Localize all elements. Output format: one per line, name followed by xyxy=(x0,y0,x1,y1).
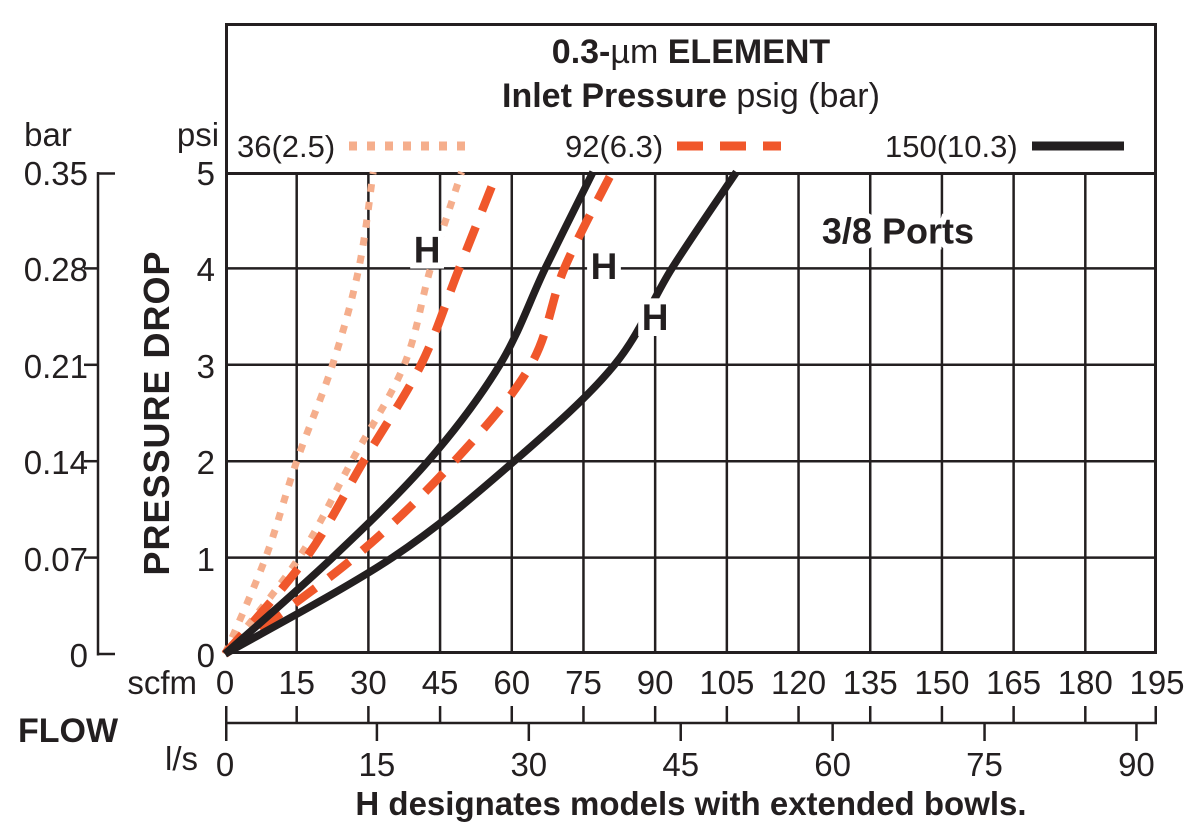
scfm-tick-label: 60 xyxy=(493,664,531,701)
psi-tick-label: 0 xyxy=(196,637,215,674)
plot-area: H HH3/8 Ports xyxy=(221,169,1157,658)
h-curve-label: H xyxy=(414,230,441,271)
scfm-tick-label: 75 xyxy=(565,664,602,701)
scfm-tick-label: 150 xyxy=(914,664,970,701)
y-axis-title: PRESSURE DROP xyxy=(136,250,177,576)
ls-tick-label: 15 xyxy=(358,746,396,783)
psi-axis-header: psi xyxy=(176,116,220,153)
bar-tick-label: 0.07 xyxy=(23,540,88,578)
scfm-tick-label: 0 xyxy=(215,664,235,701)
psi-tick-label: 2 xyxy=(196,444,215,482)
ls-tick-label: 30 xyxy=(510,746,548,783)
scfm-tick-label: 30 xyxy=(350,664,387,701)
curve-150103-std xyxy=(222,170,597,657)
scfm-tick-label: 15 xyxy=(278,664,316,701)
chart-frame: 0.3-µm ELEMENT Inlet Pressure psig (bar)… xyxy=(225,23,1157,654)
legend-item-label: 36(2.5) xyxy=(237,128,336,164)
scfm-tick-label: 90 xyxy=(636,664,674,701)
bar-tick-label: 0 xyxy=(69,637,88,674)
legend-item-label: 150(10.3) xyxy=(885,128,1018,164)
subtitle-rest: psig (bar) xyxy=(726,77,880,115)
legend-item-150103: 150(10.3) xyxy=(885,128,1124,164)
bar-tick-label: 0.28 xyxy=(23,251,88,289)
ls-tick-label: 90 xyxy=(1118,746,1155,783)
scfm-tick-label: 195 xyxy=(1129,664,1185,701)
ls-axis-header: l/s xyxy=(165,740,198,777)
legend-swatch-dashed xyxy=(677,141,782,151)
scfm-tick-label: 135 xyxy=(842,664,898,701)
curve-9263-H xyxy=(222,170,616,658)
h-curve-label: H xyxy=(591,246,618,287)
title-mu: µm xyxy=(610,33,659,71)
chart-subtitle: Inlet Pressure psig (bar) xyxy=(228,77,1154,115)
subtitle-bold: Inlet Pressure xyxy=(502,77,727,115)
ls-tick-label: 0 xyxy=(215,746,235,783)
scfm-tick-label: 180 xyxy=(1057,664,1113,701)
flow-axis-label: FLOW xyxy=(18,712,119,750)
h-curve-label: H xyxy=(642,297,669,338)
curve-3625-std xyxy=(221,171,377,656)
bar-tick-label: 0.35 xyxy=(23,155,88,192)
legend-swatch-dotted xyxy=(349,141,466,151)
legend-item-9263: 92(6.3) xyxy=(565,128,782,164)
curve-3625-H xyxy=(222,170,465,657)
scfm-tick-label: 120 xyxy=(771,664,827,701)
title-part2: ELEMENT xyxy=(658,33,831,71)
curve-150103-H xyxy=(223,169,740,658)
scfm-axis-header: scfm xyxy=(127,664,197,701)
curve-9263-std xyxy=(221,170,502,657)
scfm-tick-label: 165 xyxy=(986,664,1042,701)
psi-tick-label: 4 xyxy=(196,251,215,289)
ls-tick-label: 60 xyxy=(814,746,851,783)
ports-label: 3/8 Ports xyxy=(822,210,974,251)
ls-tick-label: 75 xyxy=(966,746,1003,783)
psi-tick-label: 3 xyxy=(196,347,215,385)
scfm-tick-label: 105 xyxy=(699,664,755,701)
scfm-tick-label: 45 xyxy=(421,664,459,701)
bar-axis-bracket xyxy=(84,172,115,656)
bar-axis-header: bar xyxy=(24,116,72,153)
bar-tick-label: 0.21 xyxy=(23,347,88,385)
psi-tick-label: 5 xyxy=(196,155,215,192)
chart-title: 0.3-µm ELEMENT xyxy=(228,33,1154,71)
legend-item-3625: 36(2.5) xyxy=(237,128,466,164)
title-part1: 0.3- xyxy=(551,33,611,71)
extended-bowls-note: H designates models with extended bowls. xyxy=(355,785,1027,822)
psi-tick-label: 1 xyxy=(196,540,215,578)
bar-tick-label: 0.14 xyxy=(23,444,88,482)
flow-ruler xyxy=(225,706,1157,741)
ls-tick-label: 45 xyxy=(662,746,700,783)
legend-item-label: 92(6.3) xyxy=(565,128,664,164)
legend-swatch-solid xyxy=(1031,141,1124,151)
